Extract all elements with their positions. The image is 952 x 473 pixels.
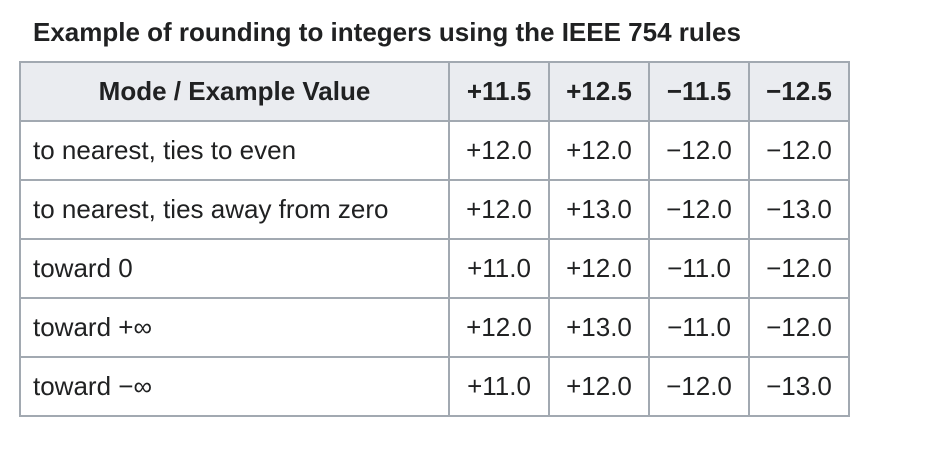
value-cell: −12.0 bbox=[648, 356, 750, 417]
value-cell: +12.0 bbox=[548, 120, 650, 181]
mode-cell: to nearest, ties to even bbox=[19, 120, 450, 181]
rounding-table: Mode / Example Value +11.5 +12.5 −11.5 −12.5… bbox=[19, 61, 850, 417]
value-cell: +12.0 bbox=[548, 238, 650, 299]
value-cell: +11.0 bbox=[448, 356, 550, 417]
mode-cell: toward −∞ bbox=[19, 356, 450, 417]
value-cell: −12.0 bbox=[748, 238, 850, 299]
mode-cell: toward +∞ bbox=[19, 297, 450, 358]
value-cell: +12.0 bbox=[548, 356, 650, 417]
value-cell: +11.0 bbox=[448, 238, 550, 299]
header-cell: +11.5 bbox=[448, 61, 550, 122]
value-cell: −13.0 bbox=[748, 179, 850, 240]
header-cell: −12.5 bbox=[748, 61, 850, 122]
value-cell: −11.0 bbox=[648, 238, 750, 299]
value-cell: +12.0 bbox=[448, 297, 550, 358]
header-cell: +12.5 bbox=[548, 61, 650, 122]
value-cell: −12.0 bbox=[648, 120, 750, 181]
value-cell: +12.0 bbox=[448, 120, 550, 181]
table-row: toward −∞ +11.0 +12.0 −12.0 −13.0 bbox=[19, 356, 850, 417]
mode-cell: to nearest, ties away from zero bbox=[19, 179, 450, 240]
header-row: Mode / Example Value +11.5 +12.5 −11.5 −12.5 bbox=[19, 61, 850, 122]
table-row: toward 0 +11.0 +12.0 −11.0 −12.0 bbox=[19, 238, 850, 299]
table-row: toward +∞ +12.0 +13.0 −11.0 −12.0 bbox=[19, 297, 850, 358]
value-cell: −12.0 bbox=[748, 297, 850, 358]
value-cell: +13.0 bbox=[548, 297, 650, 358]
value-cell: −12.0 bbox=[648, 179, 750, 240]
value-cell: +13.0 bbox=[548, 179, 650, 240]
value-cell: −11.0 bbox=[648, 297, 750, 358]
value-cell: +12.0 bbox=[448, 179, 550, 240]
mode-cell: toward 0 bbox=[19, 238, 450, 299]
table-caption: Example of rounding to integers using th… bbox=[33, 17, 741, 47]
table-row: to nearest, ties to even +12.0 +12.0 −12.0−… bbox=[19, 120, 850, 181]
value-cell: −13.0 bbox=[748, 356, 850, 417]
header-cell: Mode / Example Value bbox=[19, 61, 450, 122]
table-row: to nearest, ties away from zero +12.0 +13.… bbox=[19, 179, 850, 240]
value-cell: −12.0 bbox=[748, 120, 850, 181]
header-cell: −11.5 bbox=[648, 61, 750, 122]
